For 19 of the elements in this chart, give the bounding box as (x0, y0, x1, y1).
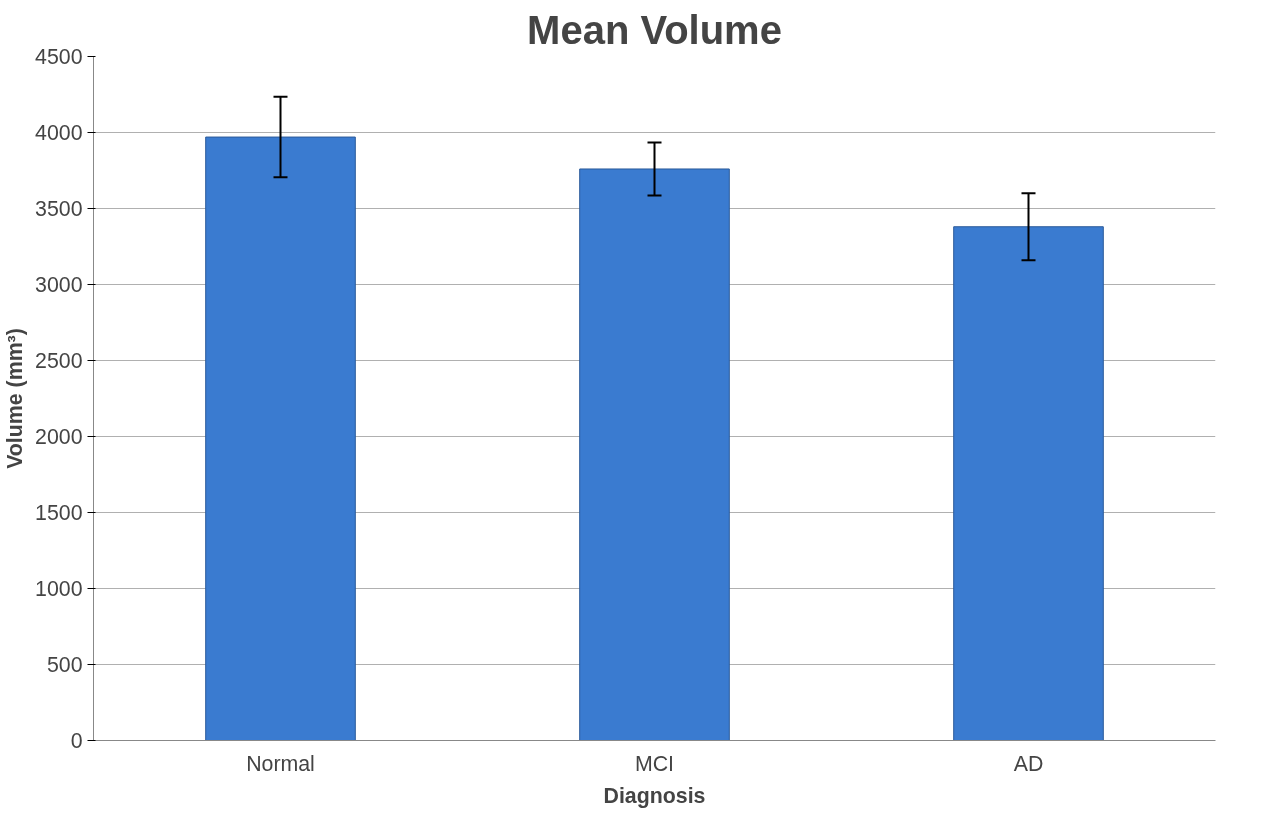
x-tick-label: AD (1013, 751, 1044, 776)
y-tick-label: 1500 (35, 501, 83, 525)
y-tick-label: 1000 (35, 577, 83, 601)
y-tick-label: 4500 (35, 45, 83, 69)
x-tick-label: Normal (246, 751, 315, 776)
y-tick-label: 2500 (35, 349, 83, 373)
bar (579, 168, 730, 741)
bar (205, 136, 356, 741)
bar (953, 226, 1104, 741)
y-tick-label: 3500 (35, 197, 83, 221)
y-axis-title: Volume (mm³) (3, 328, 28, 469)
y-tick-label: 2000 (35, 425, 83, 449)
chart-title: Mean Volume (527, 7, 782, 52)
x-axis-title: Diagnosis (603, 783, 706, 808)
y-tick-label: 0 (70, 729, 83, 753)
x-tick-label: MCI (634, 751, 675, 776)
y-tick-label: 500 (46, 653, 83, 677)
y-tick-label: 3000 (35, 273, 83, 297)
y-tick-label: 4000 (35, 121, 83, 145)
